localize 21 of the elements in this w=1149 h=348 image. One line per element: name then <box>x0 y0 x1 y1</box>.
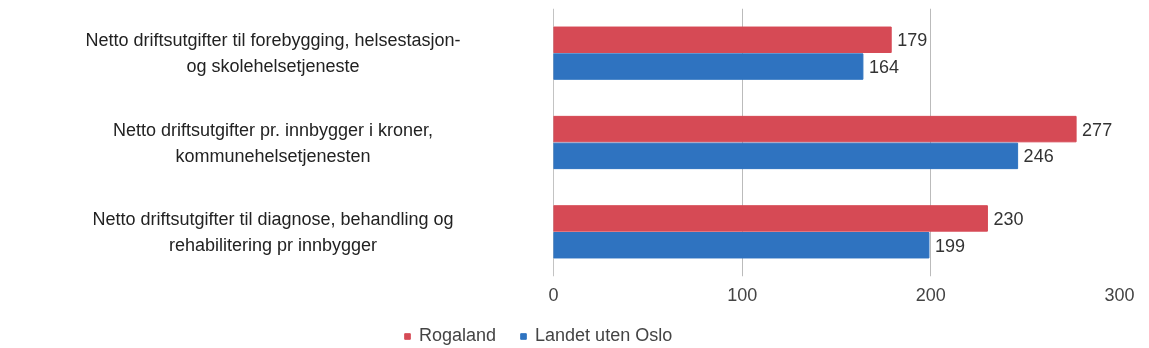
y-tick-label: Netto driftsutgifter til diagnose, behandling og rehabilitering pr innbygger <box>92 208 454 255</box>
x-tick-label: 300 <box>1104 284 1135 305</box>
data-label: 179 <box>897 30 928 51</box>
data-label: 246 <box>1023 146 1054 167</box>
bar <box>553 26 892 53</box>
bar <box>553 232 930 259</box>
data-label: 199 <box>934 235 965 256</box>
bar <box>553 142 1019 170</box>
x-tick-label: 200 <box>915 284 946 305</box>
bar <box>553 53 864 80</box>
legend-label: Rogaland <box>419 325 497 346</box>
x-tick-label: 0 <box>548 284 559 305</box>
x-tick-label: 100 <box>727 284 758 305</box>
legend-label: Landet uten Oslo <box>535 325 673 346</box>
y-tick-label: Netto driftsutgifter pr. innbygger i kroner, kommunehelsetjenesten <box>112 119 434 166</box>
y-tick-label: Netto driftsutgifter til forebygging, helsestasjon- og skolehelsetjeneste <box>85 30 461 77</box>
bar <box>553 205 988 232</box>
data-label: 164 <box>868 57 899 78</box>
bar <box>553 115 1077 143</box>
data-label: 230 <box>993 208 1024 229</box>
data-label: 277 <box>1082 119 1113 140</box>
